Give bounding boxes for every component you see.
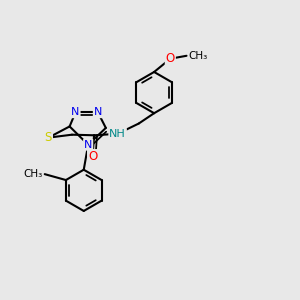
Text: CH₃: CH₃ (23, 169, 42, 179)
Text: NH: NH (109, 129, 126, 139)
Text: N: N (71, 107, 80, 117)
Text: N: N (84, 140, 92, 150)
Text: O: O (166, 52, 175, 65)
Text: CH₃: CH₃ (189, 51, 208, 61)
Text: N: N (94, 107, 102, 117)
Text: S: S (45, 131, 52, 144)
Text: O: O (88, 150, 97, 163)
